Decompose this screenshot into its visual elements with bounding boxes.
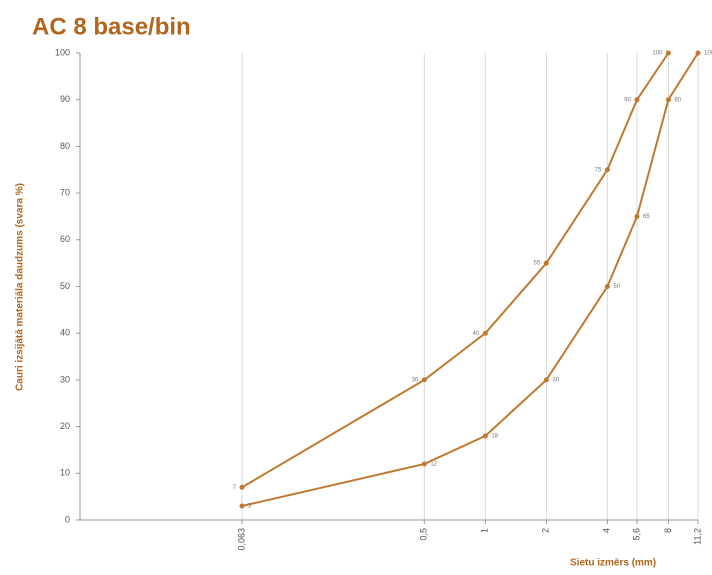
y-tick-label: 0 [65, 514, 70, 524]
point [634, 97, 640, 103]
y-tick-label: 50 [60, 281, 70, 291]
data-label: 18 [491, 434, 498, 440]
y-axis-label: Cauri izsijātā materiāla daudzums (svara… [15, 183, 26, 391]
x-tick-label: 2 [541, 528, 551, 533]
point [421, 461, 427, 467]
y-tick-label: 40 [60, 328, 70, 338]
data-label: 65 [643, 214, 650, 220]
data-label: 40 [473, 331, 480, 337]
x-axis-label: Sietu izmērs (mm) [570, 558, 656, 569]
y-tick-label: 100 [55, 47, 70, 57]
point [695, 50, 701, 56]
point [665, 97, 671, 103]
data-label: 75 [595, 167, 602, 173]
y-tick-label: 90 [60, 94, 70, 104]
data-label: 90 [674, 97, 681, 103]
y-tick-label: 20 [60, 421, 70, 431]
data-label: 7 [233, 485, 237, 491]
y-tick-label: 60 [60, 234, 70, 244]
x-tick-label: 5,6 [631, 528, 641, 541]
point [239, 484, 245, 490]
x-tick-label: 11,2 [692, 528, 702, 545]
x-tick-label: 8 [663, 528, 673, 533]
point [239, 503, 245, 509]
point [604, 167, 610, 173]
series-line [241, 52, 670, 489]
chart-title: AC 8 base/bin [32, 13, 191, 40]
x-tick-label: 4 [602, 528, 612, 533]
point [634, 213, 640, 219]
x-tick-label: 1 [480, 528, 490, 533]
data-label: 3 [248, 504, 252, 510]
series-line [241, 52, 699, 507]
data-label: 100 [652, 51, 663, 57]
x-tick-label: 0,5 [419, 528, 429, 541]
y-tick-label: 10 [60, 468, 70, 478]
point [604, 284, 610, 289]
point [482, 433, 488, 439]
point [421, 377, 427, 383]
data-label: 30 [412, 377, 419, 383]
point [543, 260, 549, 266]
point [543, 377, 549, 383]
y-tick-label: 70 [60, 187, 70, 197]
data-label: 100 [704, 51, 712, 57]
y-tick-label: 80 [60, 141, 70, 151]
data-label: 55 [534, 261, 541, 267]
data-label: 90 [624, 97, 631, 103]
data-label: 50 [613, 284, 620, 290]
point [665, 50, 671, 56]
data-label: 30 [552, 377, 559, 383]
x-tick-label: 0,063 [236, 528, 246, 551]
y-tick-label: 30 [60, 374, 70, 384]
data-label: 12 [430, 462, 437, 468]
point [482, 330, 488, 336]
